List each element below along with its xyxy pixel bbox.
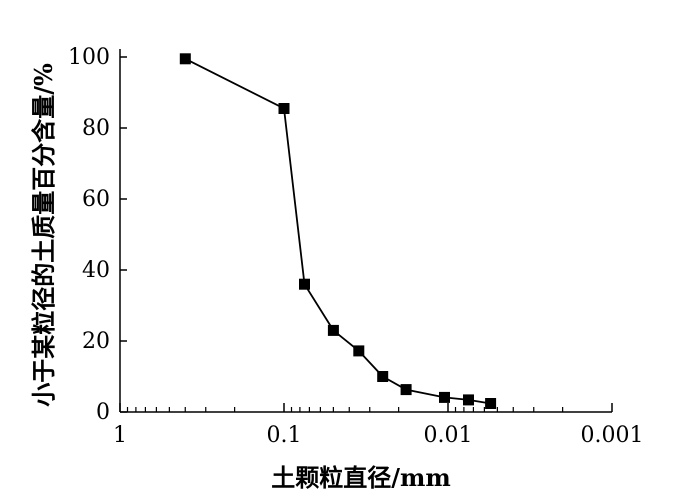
axes bbox=[119, 49, 612, 413]
x-tick-label: 1 bbox=[113, 423, 127, 448]
series-line bbox=[184, 57, 491, 405]
x-tick-label: 0.001 bbox=[581, 423, 644, 448]
y-tick-label: 0 bbox=[96, 400, 110, 425]
ticks: 0 20 40 60 80 100 1 0.1 0.01 0.001 bbox=[68, 45, 643, 448]
x-axis-title: 土颗粒直径/mm bbox=[271, 463, 451, 492]
x-tick-label: 0.01 bbox=[424, 423, 473, 448]
y-tick-label: 40 bbox=[82, 258, 110, 283]
y-tick-label: 20 bbox=[82, 329, 110, 354]
data-point-marker bbox=[400, 384, 412, 396]
data-point-marker bbox=[179, 53, 191, 65]
data-point-marker bbox=[439, 391, 450, 403]
data-point-marker bbox=[377, 371, 389, 382]
data-point-marker bbox=[327, 324, 339, 336]
data-point-marker bbox=[353, 345, 365, 357]
y-tick-label: 60 bbox=[82, 187, 110, 212]
x-tick-label: 0.1 bbox=[267, 423, 302, 448]
data-point-marker bbox=[485, 398, 497, 409]
data-point-marker bbox=[463, 394, 474, 406]
data-point-marker bbox=[299, 278, 310, 290]
data-point-marker bbox=[278, 103, 290, 114]
y-tick-label: 100 bbox=[68, 45, 110, 70]
y-axis-title: 小于某粒径的土质量百分含量/% bbox=[29, 63, 58, 407]
y-tick-label: 80 bbox=[82, 116, 110, 141]
series-layer bbox=[179, 53, 497, 409]
